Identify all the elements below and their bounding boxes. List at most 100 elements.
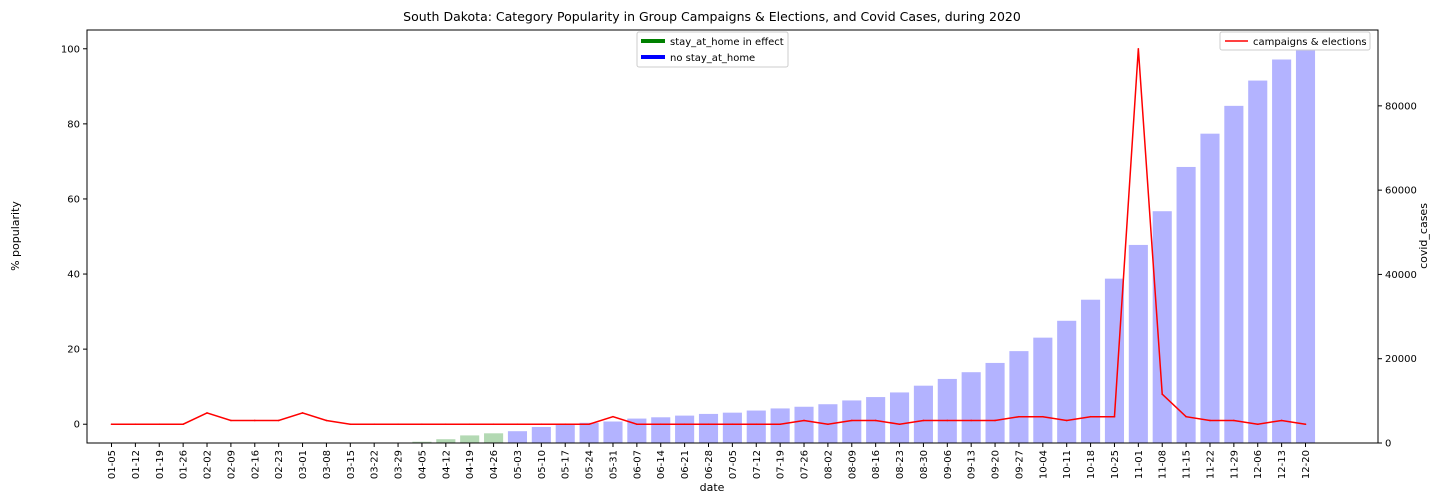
covid-bar xyxy=(698,413,719,443)
x-tick-label: 06-28 xyxy=(704,450,715,479)
line-point xyxy=(301,412,304,414)
x-tick-label: 02-09 xyxy=(226,450,237,479)
covid-bar xyxy=(1248,80,1268,443)
line-point xyxy=(1304,423,1307,426)
x-tick-label: 07-19 xyxy=(776,450,787,479)
series-line-campaigns-elections xyxy=(111,48,1306,425)
covid-bar xyxy=(961,372,981,443)
x-tick-label: 05-31 xyxy=(608,450,619,479)
chart-title: South Dakota: Category Popularity in Gro… xyxy=(403,9,1021,24)
x-tick-label: 06-21 xyxy=(680,450,691,479)
covid-bar xyxy=(1200,133,1220,444)
line-point xyxy=(779,423,781,426)
x-tick-label: 05-17 xyxy=(561,450,572,479)
x-axis: 01-05 01-12 01-19 01-26 02-02 02-09 02-16 02-23… xyxy=(107,443,1312,479)
x-tick-label: 08-23 xyxy=(895,450,906,479)
line-point xyxy=(1185,415,1187,418)
covid-bar xyxy=(1128,244,1148,443)
covid-bar xyxy=(675,415,695,443)
covid-bar xyxy=(651,417,671,443)
line-point xyxy=(1089,415,1092,418)
covid-bar xyxy=(1272,59,1292,443)
line-point xyxy=(898,423,901,426)
x-tick-label: 08-02 xyxy=(823,450,834,479)
covid-bar xyxy=(1033,337,1053,443)
line-point xyxy=(850,419,853,422)
x-tick-label: 07-05 xyxy=(728,450,739,479)
line-point xyxy=(325,419,328,422)
x-tick-label: 12-13 xyxy=(1277,450,1288,479)
bars-group xyxy=(364,40,1316,444)
x-tick-label: 08-30 xyxy=(919,450,930,479)
covid-bar xyxy=(579,422,599,443)
y-right-tick-label: 80000 xyxy=(1385,101,1417,112)
line-group xyxy=(110,47,1307,426)
line-point xyxy=(1065,419,1068,422)
covid-bar xyxy=(1009,351,1029,443)
line-point xyxy=(349,423,352,426)
line-point xyxy=(707,423,710,426)
x-tick-label: 09-13 xyxy=(967,450,978,479)
line-point xyxy=(946,419,949,422)
x-tick-label: 12-06 xyxy=(1253,450,1264,479)
line-point xyxy=(468,423,471,426)
y-axis-right: 0 20000 40000 60000 80000 xyxy=(1378,101,1417,450)
x-tick-label: 09-20 xyxy=(991,450,1002,479)
y-right-tick-label: 60000 xyxy=(1385,186,1417,197)
y-axis-left: 0 20 40 60 80 100 xyxy=(61,44,87,431)
covid-bar xyxy=(507,431,528,443)
y-left-tick-label: 40 xyxy=(67,270,80,281)
line-point xyxy=(110,423,113,426)
line-point xyxy=(1042,415,1044,418)
x-tick-label: 11-29 xyxy=(1229,450,1240,479)
legend-line-label: campaigns & elections xyxy=(1253,37,1367,48)
line-point xyxy=(1209,419,1211,422)
x-tick-label: 03-15 xyxy=(346,450,357,479)
x-tick-label: 10-25 xyxy=(1110,450,1121,479)
covid-bar xyxy=(555,424,575,443)
x-tick-label: 03-22 xyxy=(370,450,381,479)
x-tick-label: 04-19 xyxy=(465,450,476,479)
x-tick-label: 11-15 xyxy=(1182,450,1193,479)
covid-bar xyxy=(1176,166,1196,443)
covid-bar xyxy=(1152,211,1172,443)
covid-bar xyxy=(460,435,480,443)
line-point xyxy=(970,419,972,422)
x-tick-label: 09-06 xyxy=(943,450,954,479)
line-point xyxy=(373,423,375,426)
line-point xyxy=(731,423,734,426)
x-tick-label: 01-26 xyxy=(179,450,190,479)
y-right-tick-label: 20000 xyxy=(1385,354,1417,365)
y-left-tick-label: 60 xyxy=(67,194,80,205)
line-point xyxy=(994,419,996,422)
line-point xyxy=(445,423,447,426)
x-tick-label: 05-10 xyxy=(537,450,548,479)
legend-bars: stay_at_home in effect no stay_at_home xyxy=(636,31,789,68)
x-tick-label: 03-08 xyxy=(322,450,333,479)
line-point xyxy=(803,419,805,422)
covid-bar xyxy=(436,439,456,443)
x-tick-label: 02-02 xyxy=(203,450,214,479)
line-point xyxy=(277,419,280,422)
x-tick-label: 10-18 xyxy=(1086,450,1097,479)
y-axis-left-label: % popularity xyxy=(9,201,22,271)
x-tick-label: 04-12 xyxy=(441,450,452,479)
line-point xyxy=(182,423,184,426)
line-point xyxy=(874,419,877,422)
x-axis-label: date xyxy=(700,481,725,494)
line-point xyxy=(636,423,638,426)
x-tick-label: 10-11 xyxy=(1062,450,1073,479)
line-point xyxy=(588,423,590,426)
line-point xyxy=(827,423,829,426)
line-point xyxy=(683,423,686,426)
x-tick-label: 11-08 xyxy=(1158,450,1169,479)
line-point xyxy=(755,423,758,426)
covid-bar xyxy=(746,410,766,443)
line-point xyxy=(1137,47,1140,50)
line-point xyxy=(612,415,614,418)
x-tick-label: 02-16 xyxy=(250,450,261,479)
covid-bar xyxy=(484,433,504,443)
line-point xyxy=(206,412,208,414)
line-point xyxy=(158,423,161,426)
